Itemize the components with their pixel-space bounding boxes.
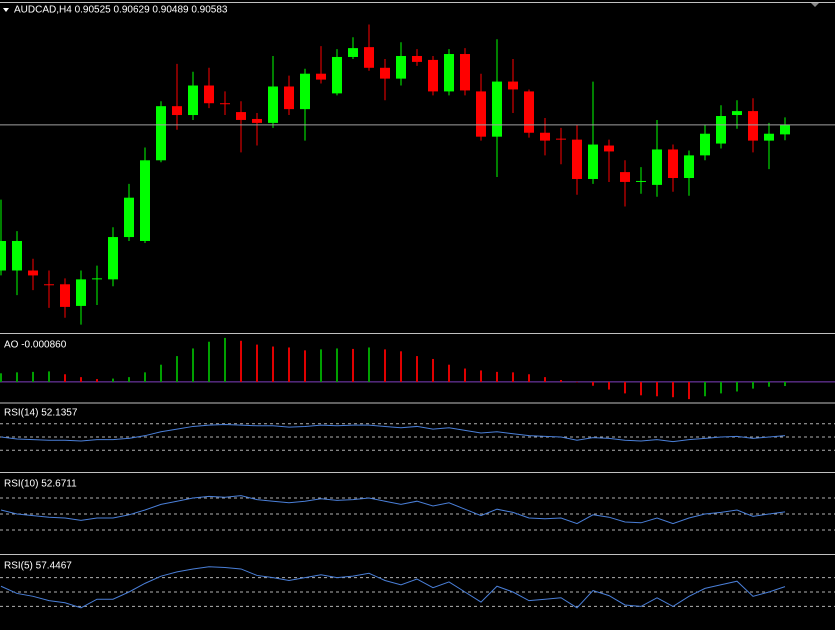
- candle-body: [220, 103, 230, 105]
- corner-arrow[interactable]: [811, 3, 819, 7]
- candle-body: [524, 91, 534, 133]
- candle-body: [428, 59, 438, 92]
- candle-body: [156, 106, 166, 161]
- candle-body: [748, 111, 758, 141]
- candle-body: [636, 180, 646, 182]
- candle-body: [668, 149, 678, 179]
- panel-title: RSI(5) 57.4467: [4, 561, 72, 572]
- candle-body: [60, 284, 70, 307]
- candle-body: [188, 85, 198, 116]
- candle-body: [492, 81, 502, 137]
- candle-body: [732, 111, 742, 116]
- candle-body: [348, 48, 358, 57]
- candle-body: [588, 144, 598, 179]
- candle-body: [508, 81, 518, 90]
- candle-body: [92, 278, 102, 280]
- candle-body: [652, 149, 662, 185]
- panel-title: RSI(10) 52.6711: [4, 479, 77, 490]
- candle-body: [252, 118, 262, 123]
- rsi-line: [0, 566, 786, 609]
- candle-body: [476, 91, 486, 137]
- candle-body: [236, 112, 246, 120]
- candle-body: [204, 85, 214, 104]
- candle-body: [460, 54, 470, 91]
- candle-body: [396, 55, 406, 79]
- candle-body: [76, 279, 86, 306]
- menu-arrow[interactable]: [3, 8, 9, 12]
- candle-body: [700, 133, 710, 156]
- candle-body: [380, 67, 390, 79]
- candle-body: [620, 172, 630, 182]
- candle-body: [364, 47, 374, 68]
- candle-body: [124, 197, 134, 238]
- candle-body: [44, 284, 54, 286]
- panel-title: AO -0.000860: [4, 340, 67, 351]
- candle-body: [764, 133, 774, 141]
- candle-body: [300, 73, 310, 110]
- panel-title: AUDCAD,H4 0.90525 0.90629 0.90489 0.9058…: [14, 5, 228, 16]
- candle-body: [540, 132, 550, 141]
- candle-body: [0, 240, 6, 271]
- candle-body: [412, 55, 422, 62]
- panel-title: RSI(14) 52.1357: [4, 408, 78, 419]
- candle-body: [572, 139, 582, 179]
- candle-body: [332, 56, 342, 94]
- candle-body: [604, 145, 614, 152]
- candle-body: [140, 160, 150, 241]
- candle-body: [28, 270, 38, 276]
- rsi-line: [0, 495, 786, 525]
- candle-body: [108, 237, 118, 280]
- candle-body: [716, 116, 726, 144]
- candle-body: [444, 54, 454, 92]
- rsi-line: [0, 423, 786, 443]
- candle-body: [12, 240, 22, 271]
- candle-body: [684, 155, 694, 179]
- candle-body: [316, 73, 326, 80]
- candle-body: [268, 86, 278, 123]
- candle-body: [556, 138, 566, 140]
- candle-body: [284, 86, 294, 110]
- candle-body: [172, 106, 182, 116]
- candle-body: [780, 124, 790, 135]
